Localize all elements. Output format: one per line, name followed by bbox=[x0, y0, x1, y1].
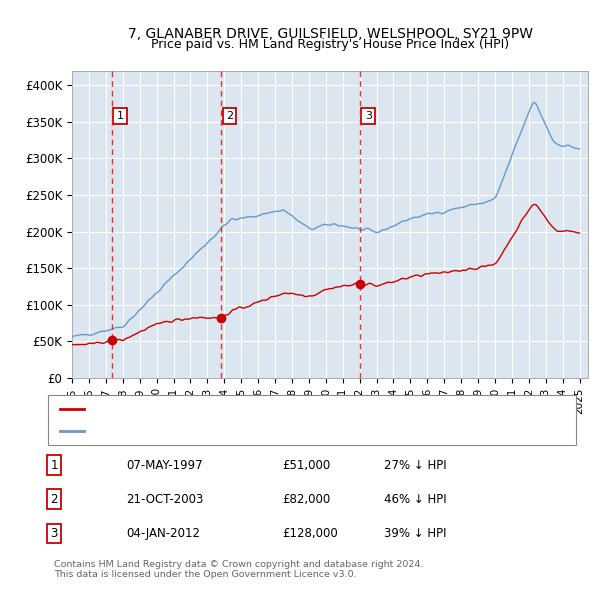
Text: 39% ↓ HPI: 39% ↓ HPI bbox=[384, 527, 446, 540]
Text: 07-MAY-1997: 07-MAY-1997 bbox=[126, 458, 203, 471]
Text: 7, GLANABER DRIVE, GUILSFIELD, WELSHPOOL, SY21 9PW: 7, GLANABER DRIVE, GUILSFIELD, WELSHPOOL… bbox=[128, 27, 533, 41]
Text: £51,000: £51,000 bbox=[282, 458, 330, 471]
Text: HPI: Average price, detached house, Powys: HPI: Average price, detached house, Powy… bbox=[90, 427, 315, 437]
Text: 46% ↓ HPI: 46% ↓ HPI bbox=[384, 493, 446, 506]
Text: Price paid vs. HM Land Registry's House Price Index (HPI): Price paid vs. HM Land Registry's House … bbox=[151, 38, 509, 51]
Text: Contains HM Land Registry data © Crown copyright and database right 2024.
This d: Contains HM Land Registry data © Crown c… bbox=[54, 560, 424, 579]
Text: 21-OCT-2003: 21-OCT-2003 bbox=[126, 493, 203, 506]
Text: 2: 2 bbox=[226, 111, 233, 121]
Text: 1: 1 bbox=[117, 111, 124, 121]
Text: 2: 2 bbox=[50, 493, 58, 506]
Text: 7, GLANABER DRIVE, GUILSFIELD, WELSHPOOL, SY21 9PW (detached house): 7, GLANABER DRIVE, GUILSFIELD, WELSHPOOL… bbox=[90, 404, 488, 414]
Text: £82,000: £82,000 bbox=[282, 493, 330, 506]
Text: £128,000: £128,000 bbox=[282, 527, 338, 540]
Text: 3: 3 bbox=[365, 111, 372, 121]
Text: 1: 1 bbox=[50, 458, 58, 471]
Text: 3: 3 bbox=[50, 527, 58, 540]
Text: 04-JAN-2012: 04-JAN-2012 bbox=[126, 527, 200, 540]
Text: 27% ↓ HPI: 27% ↓ HPI bbox=[384, 458, 446, 471]
